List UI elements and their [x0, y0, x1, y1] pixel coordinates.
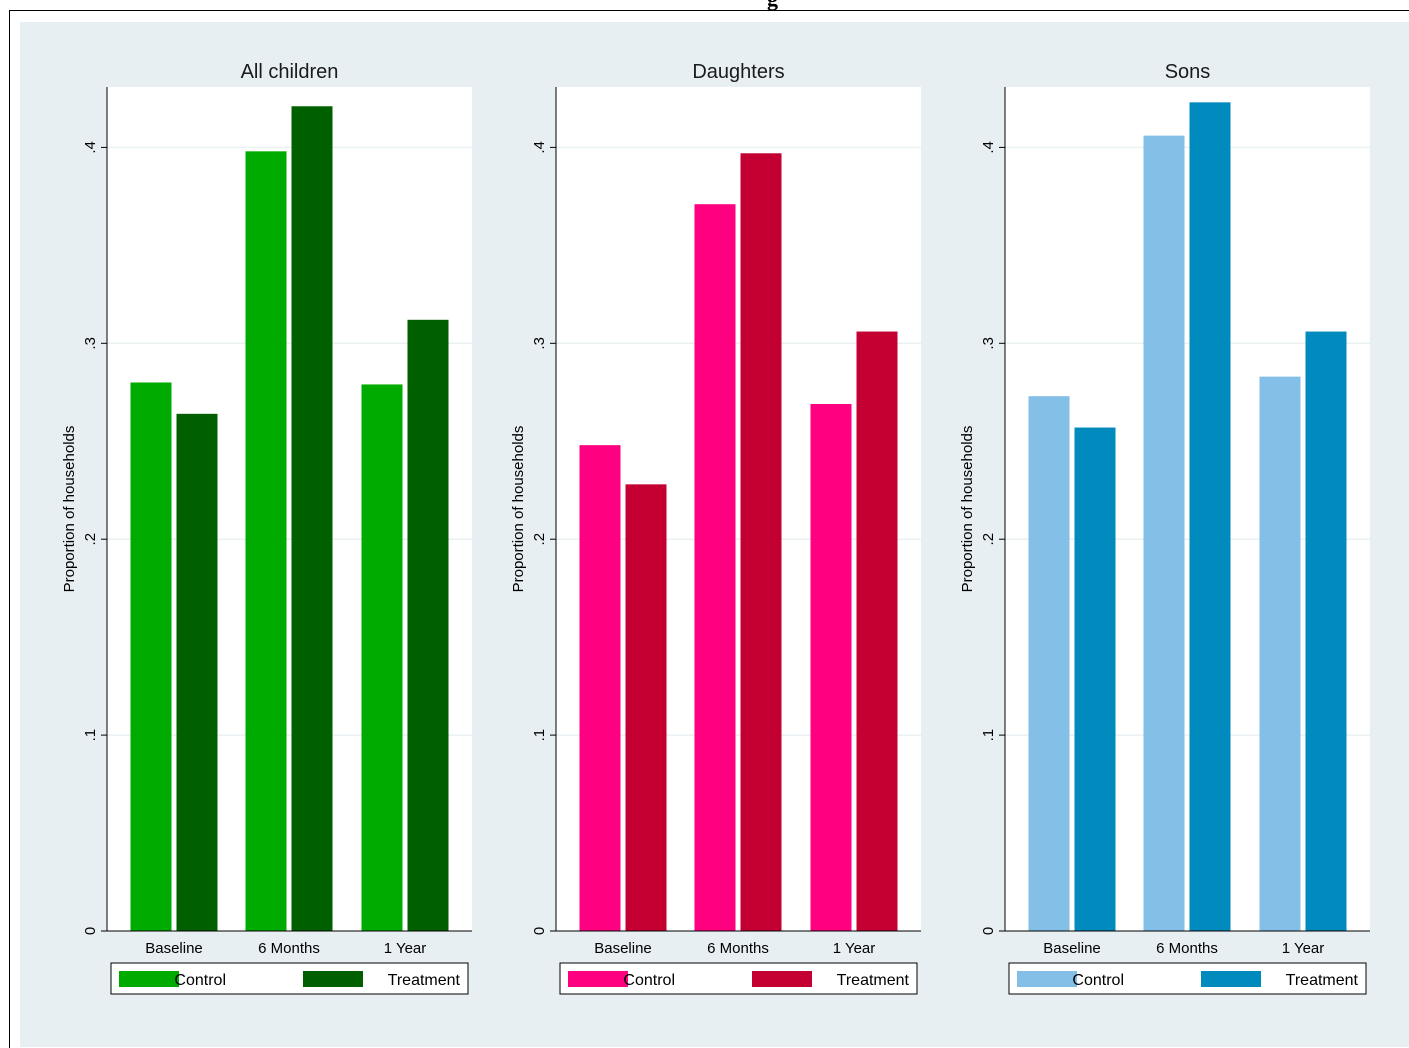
x-tick-label: 1 Year	[384, 940, 427, 957]
bar-control-baseline	[1028, 396, 1070, 931]
y-axis-title: Proportion of households	[959, 426, 976, 593]
legend-label-control: Control	[1072, 972, 1124, 989]
legend-label-treatment: Treatment	[388, 972, 461, 989]
legend-label-control: Control	[174, 972, 226, 989]
chart-panel-2: 0 .1 .2 .3 .4 Proportion of households Baselin…	[510, 61, 921, 995]
legend-key-treatment	[303, 971, 363, 987]
bar-treatment-1-year	[407, 319, 449, 931]
legend-label-control: Control	[623, 972, 675, 989]
x-tick-label: Baseline	[1043, 940, 1101, 957]
panel-title: All children	[241, 61, 339, 83]
x-tick-label: Baseline	[145, 940, 203, 957]
bar-treatment-6-months	[1189, 102, 1231, 931]
x-tick-label: 6 Months	[1156, 940, 1218, 957]
y-tick-label: 0	[82, 927, 99, 935]
y-tick-label: .2	[531, 533, 548, 546]
y-tick-label: .1	[531, 729, 548, 742]
bar-treatment-1-year	[1305, 331, 1347, 931]
legend-key-treatment	[752, 971, 812, 987]
y-tick-label: .1	[82, 729, 99, 742]
bar-control-6-months	[245, 151, 287, 931]
legend-key-control	[1017, 971, 1077, 987]
x-tick-label: 1 Year	[833, 940, 876, 957]
legend-key-control	[119, 971, 179, 987]
x-tick-label: 6 Months	[258, 940, 320, 957]
legend-key-treatment	[1201, 971, 1261, 987]
bar-treatment-baseline	[1074, 427, 1116, 931]
bar-treatment-baseline	[176, 413, 218, 932]
bar-treatment-6-months	[291, 106, 333, 932]
legend-key-control	[568, 971, 628, 987]
bar-control-1-year	[361, 384, 403, 932]
y-tick-label: .2	[980, 533, 997, 546]
x-tick-label: 1 Year	[1282, 940, 1325, 957]
y-axis-title: Proportion of households	[61, 426, 78, 593]
bar-control-baseline	[579, 445, 621, 931]
y-tick-label: 0	[980, 927, 997, 935]
legend-label-treatment: Treatment	[837, 972, 910, 989]
y-tick-label: .3	[82, 337, 99, 350]
panel-title: Sons	[1165, 61, 1211, 83]
y-tick-label: 0	[531, 927, 548, 935]
x-tick-label: Baseline	[594, 940, 652, 957]
bar-control-1-year	[1259, 376, 1301, 931]
panel-title: Daughters	[692, 61, 784, 83]
y-tick-label: .1	[980, 729, 997, 742]
chart-panel-1: 0 .1 .2 .3 .4 Proportion of households Baselin…	[61, 61, 472, 995]
y-tick-label: .3	[531, 337, 548, 350]
bar-control-1-year	[810, 404, 852, 931]
cropped-heading-fragment: g	[767, 0, 778, 12]
legend-label-treatment: Treatment	[1286, 972, 1359, 989]
bar-treatment-1-year	[856, 331, 898, 931]
chart-panel-3: 0 .1 .2 .3 .4 Proportion of households Baselin…	[959, 61, 1370, 995]
y-tick-label: .3	[980, 337, 997, 350]
bar-control-baseline	[130, 382, 172, 932]
y-tick-label: .4	[531, 141, 548, 154]
x-tick-label: 6 Months	[707, 940, 769, 957]
y-tick-label: .2	[82, 533, 99, 546]
y-tick-label: .4	[82, 141, 99, 154]
y-tick-label: .4	[980, 141, 997, 154]
bar-control-6-months	[1143, 135, 1185, 931]
bar-control-6-months	[694, 204, 736, 931]
y-axis-title: Proportion of households	[510, 426, 527, 593]
bar-treatment-baseline	[625, 484, 667, 931]
bar-treatment-6-months	[740, 153, 782, 932]
